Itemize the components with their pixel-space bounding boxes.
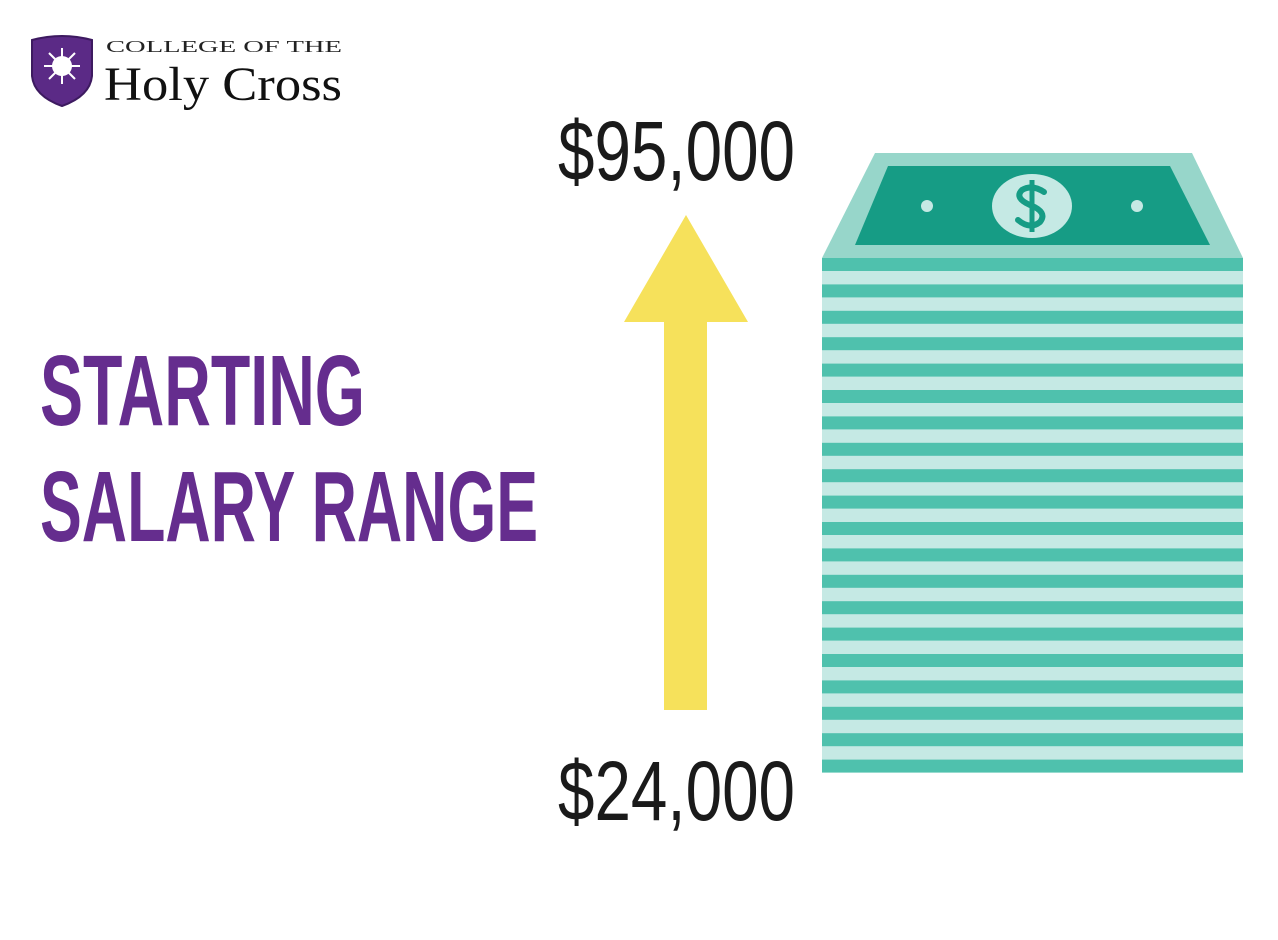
stack-stripe (822, 733, 1243, 747)
stack-stripe (822, 601, 1243, 615)
stack-stripe (822, 627, 1243, 641)
logo-line1: COLLEGE OF THE (106, 37, 342, 56)
stack-stripe (822, 574, 1243, 588)
logo-line2: Holy Cross (104, 58, 342, 111)
stack-stripe (822, 759, 1243, 773)
stack-stripe (822, 258, 1243, 271)
logo: COLLEGE OF THE Holy Cross (31, 35, 342, 111)
stack-stripe (822, 548, 1243, 562)
up-arrow (624, 215, 748, 710)
stack-stripe (822, 469, 1243, 483)
stack-stripe (822, 706, 1243, 720)
stack-stripe (822, 284, 1243, 298)
title-line: SALARY RANGE (40, 451, 538, 563)
stack-stripe (822, 680, 1243, 694)
stack-stripe (822, 390, 1243, 403)
bill-dot (1131, 200, 1143, 212)
stack-body (822, 258, 1243, 772)
stack-stripe (822, 416, 1243, 430)
title-line: STARTING (40, 335, 365, 447)
stack-stripe (822, 442, 1243, 456)
stack-stripe (822, 337, 1243, 351)
logo-rays (44, 48, 80, 84)
low-value: $24,000 (558, 744, 795, 838)
stack-stripe (822, 522, 1243, 535)
money-stack (822, 153, 1243, 773)
bill-dot (921, 200, 933, 212)
stack-stripe (822, 310, 1243, 324)
stack-stripe (822, 495, 1243, 509)
high-value: $95,000 (558, 104, 795, 198)
stack-stripe (822, 654, 1243, 667)
stack-stripe (822, 363, 1243, 377)
